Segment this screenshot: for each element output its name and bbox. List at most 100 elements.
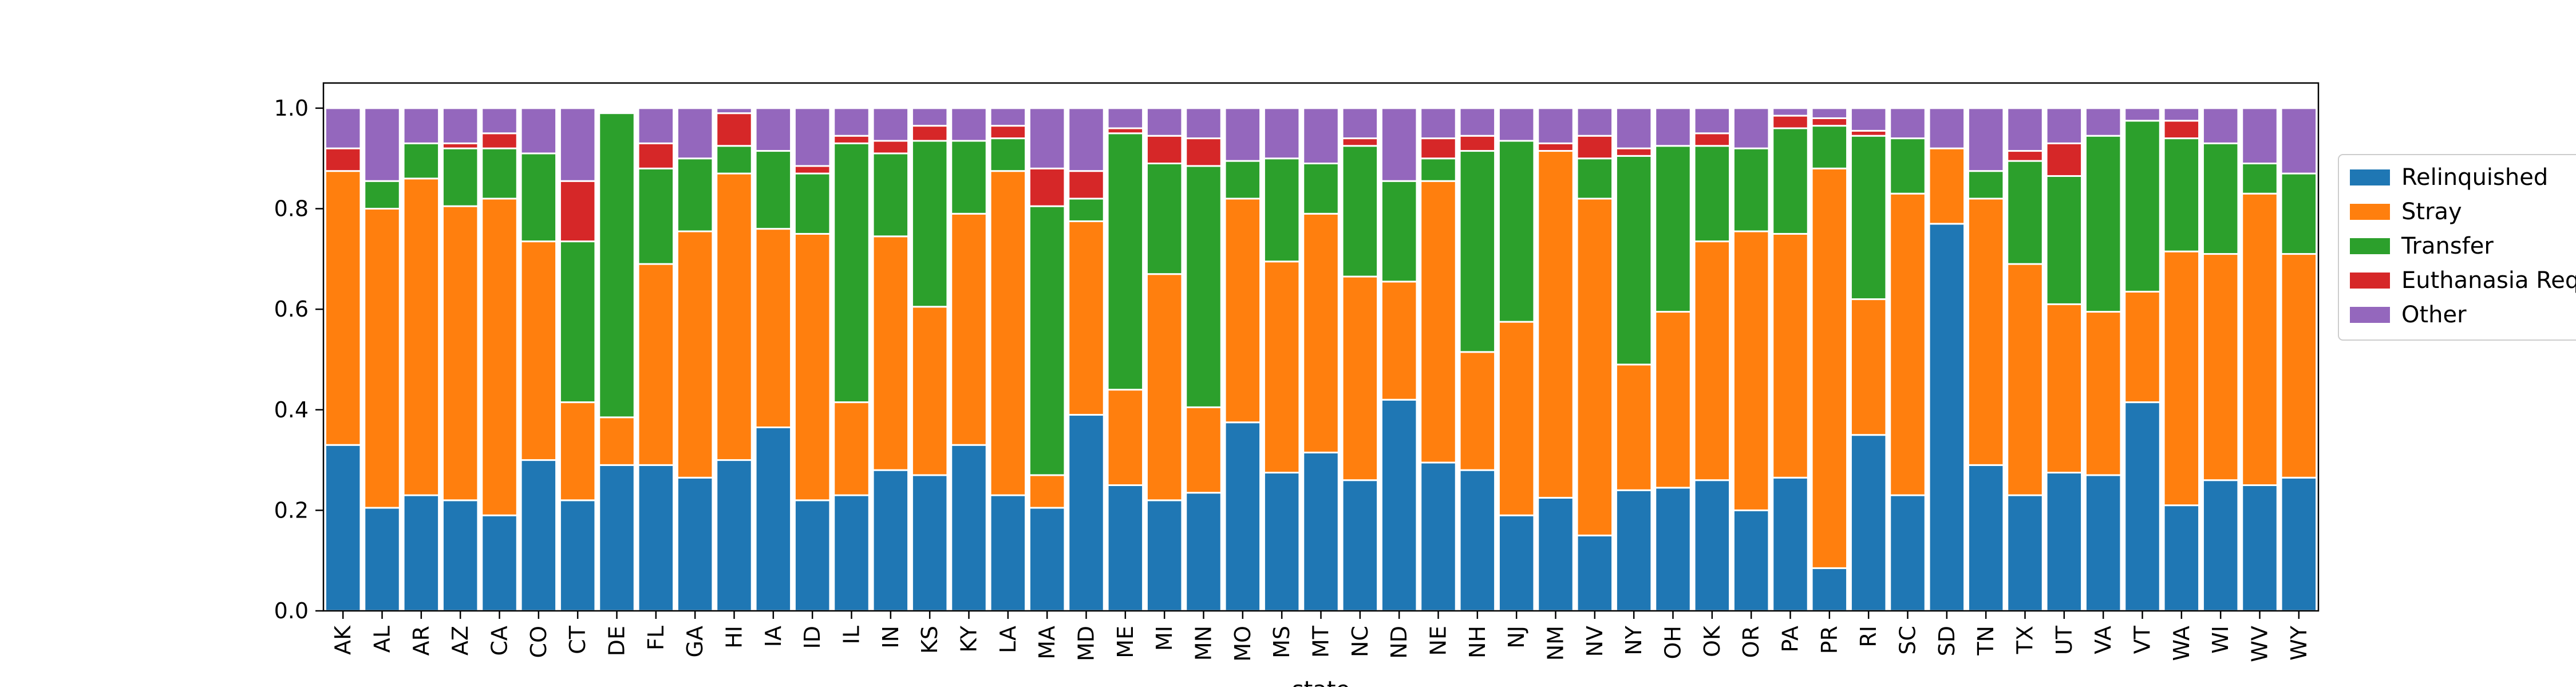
bar-NC-relinquished [1341, 479, 1379, 612]
bar-PA-euthanasia-requested [1772, 114, 1809, 129]
bar-PA-transfer [1772, 127, 1809, 235]
bar-ID-relinquished [793, 499, 831, 612]
bar-WV-other [2241, 107, 2278, 164]
bar-PR-stray [1811, 167, 1848, 569]
bar-GA-stray [676, 230, 714, 479]
bar-IA-transfer [754, 150, 792, 230]
bar-VT-stray [2124, 290, 2161, 404]
x-tick-label-CO: CO [526, 626, 551, 658]
bar-KS-relinquished [911, 474, 949, 612]
bar-IL-stray [833, 401, 870, 496]
bar-MN-relinquished [1185, 492, 1222, 612]
bar-MD-euthanasia-requested [1068, 170, 1105, 200]
legend-swatch-euthanasia-requested [2350, 273, 2390, 289]
bar-KY-other [950, 107, 987, 142]
bar-PR-relinquished [1811, 567, 1848, 612]
bar-NM-other [1537, 107, 1574, 144]
bar-CT-relinquished [559, 499, 596, 612]
x-tick-label-WI: WI [2208, 626, 2233, 654]
bar-IN-transfer [872, 152, 910, 238]
legend: Relinquished Stray Transfer Euthanasia Requ… [2338, 154, 2576, 341]
x-tick-label-ND: ND [1386, 626, 1412, 659]
bar-MI-stray [1145, 273, 1183, 502]
bar-TN-relinquished [1967, 464, 2005, 612]
x-tick-label-UT: UT [2052, 625, 2077, 655]
bar-MT-relinquished [1302, 451, 1340, 612]
x-tick-label-VA: VA [2091, 626, 2116, 654]
bar-ME-other [1107, 107, 1144, 129]
x-tick-label-IA: IA [761, 626, 786, 647]
bar-MN-stray [1185, 406, 1222, 494]
bar-AK-relinquished [324, 444, 362, 612]
bar-NE-stray [1420, 180, 1457, 464]
bar-NE-other [1420, 107, 1457, 140]
bar-HI-euthanasia-requested [716, 112, 753, 147]
bar-PA-relinquished [1772, 476, 1809, 612]
legend-swatch-other [2350, 307, 2390, 323]
x-tick-label-SD: SD [1934, 626, 1959, 656]
x-tick-label-ID: ID [800, 626, 825, 649]
bar-MI-relinquished [1145, 499, 1183, 612]
x-tick-label-AK: AK [330, 625, 355, 655]
bar-NJ-relinquished [1498, 514, 1535, 612]
bar-IA-stray [754, 228, 792, 428]
legend-swatch-stray [2350, 204, 2390, 220]
bar-MA-stray [1028, 474, 1066, 509]
bar-NC-transfer [1341, 145, 1379, 278]
bar-WI-stray [2202, 253, 2239, 481]
bar-IL-relinquished [833, 494, 870, 612]
bar-AK-stray [324, 170, 362, 446]
bar-MD-relinquished [1068, 414, 1105, 612]
bar-MT-stray [1302, 212, 1340, 453]
bar-NY-other [1615, 107, 1653, 149]
bar-LA-other [989, 107, 1027, 127]
bar-NH-stray [1459, 351, 1496, 471]
bar-TX-transfer [2006, 160, 2044, 265]
bar-GA-other [676, 107, 714, 160]
x-tick-label-PR: PR [1817, 626, 1842, 654]
bar-ND-stray [1380, 281, 1418, 401]
x-tick-label-LA: LA [995, 626, 1021, 653]
bar-IL-euthanasia-requested [833, 135, 870, 144]
bar-MA-relinquished [1028, 507, 1066, 612]
bar-ME-stray [1107, 389, 1144, 486]
bar-OK-stray [1693, 240, 1731, 481]
bar-MA-euthanasia-requested [1028, 167, 1066, 207]
x-tick-label-WY: WY [2286, 625, 2312, 661]
bar-MS-other [1263, 107, 1301, 160]
y-tick-label: 0.0 [274, 598, 309, 623]
bar-CT-transfer [559, 240, 596, 404]
bar-OR-stray [1732, 230, 1770, 511]
y-tick-label: 0.4 [274, 397, 309, 423]
bar-AR-other [402, 107, 440, 144]
bar-SC-relinquished [1889, 494, 1926, 612]
x-tick-label-PA: PA [1778, 626, 1803, 652]
bar-MS-transfer [1263, 157, 1301, 263]
bar-PR-other [1811, 107, 1848, 119]
bar-LA-stray [989, 170, 1027, 496]
bar-AZ-stray [441, 205, 479, 502]
x-tick-label-KS: KS [917, 626, 942, 654]
x-tick-label-MI: MI [1152, 626, 1177, 651]
bar-HI-other [716, 107, 753, 114]
bar-TX-relinquished [2006, 494, 2044, 612]
bar-LA-relinquished [989, 494, 1027, 612]
bar-AK-euthanasia-requested [324, 147, 362, 172]
x-tick-label-AZ: AZ [448, 626, 473, 656]
x-tick-label-MO: MO [1230, 626, 1255, 662]
x-tick-label-MD: MD [1074, 626, 1099, 661]
x-tick-label-WV: WV [2247, 626, 2273, 662]
bar-AL-transfer [364, 180, 401, 210]
bar-NJ-other [1498, 107, 1535, 142]
bar-GA-transfer [676, 157, 714, 232]
bar-VA-transfer [2084, 135, 2122, 313]
bar-MI-transfer [1145, 162, 1183, 275]
bar-NY-stray [1615, 364, 1653, 491]
x-tick-label-OH: OH [1661, 626, 1686, 659]
bar-CO-relinquished [520, 459, 558, 612]
bar-LA-transfer [989, 137, 1027, 172]
bar-MN-transfer [1185, 165, 1222, 408]
bar-OR-other [1732, 107, 1770, 149]
bar-WI-transfer [2202, 142, 2239, 255]
bar-NH-transfer [1459, 150, 1496, 353]
